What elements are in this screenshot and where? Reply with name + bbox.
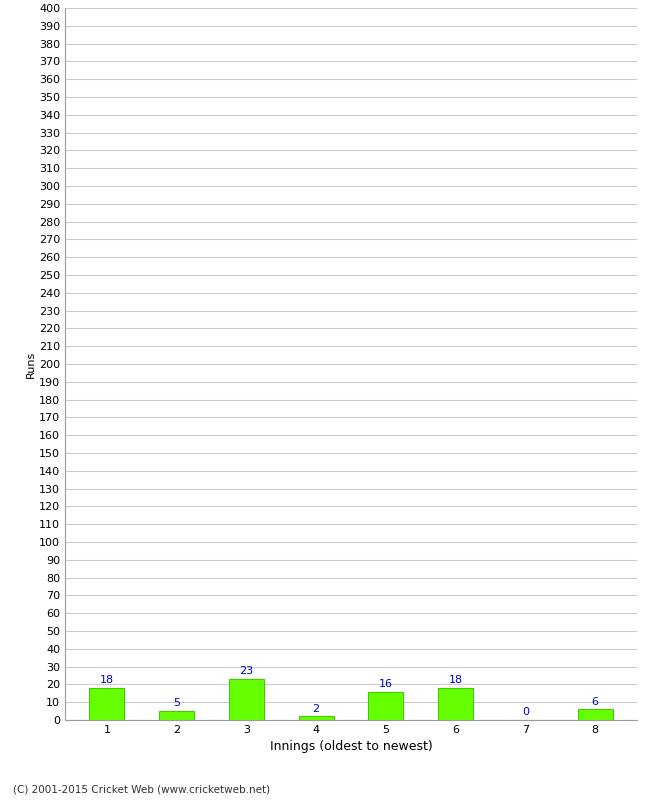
Bar (159, 711, 194, 720)
Y-axis label: Runs: Runs (26, 350, 36, 378)
Text: 5: 5 (173, 698, 180, 709)
Bar (369, 691, 403, 720)
Text: 23: 23 (239, 666, 254, 676)
Text: 0: 0 (522, 707, 529, 718)
Bar (438, 688, 473, 720)
Text: 18: 18 (448, 675, 463, 686)
Text: 16: 16 (379, 679, 393, 689)
Bar (229, 679, 264, 720)
Text: 2: 2 (313, 704, 320, 714)
Text: 18: 18 (100, 675, 114, 686)
Bar (90, 688, 124, 720)
Text: (C) 2001-2015 Cricket Web (www.cricketweb.net): (C) 2001-2015 Cricket Web (www.cricketwe… (13, 784, 270, 794)
X-axis label: Innings (oldest to newest): Innings (oldest to newest) (270, 741, 432, 754)
Text: 6: 6 (592, 697, 599, 706)
Bar (299, 717, 333, 720)
Bar (578, 710, 612, 720)
